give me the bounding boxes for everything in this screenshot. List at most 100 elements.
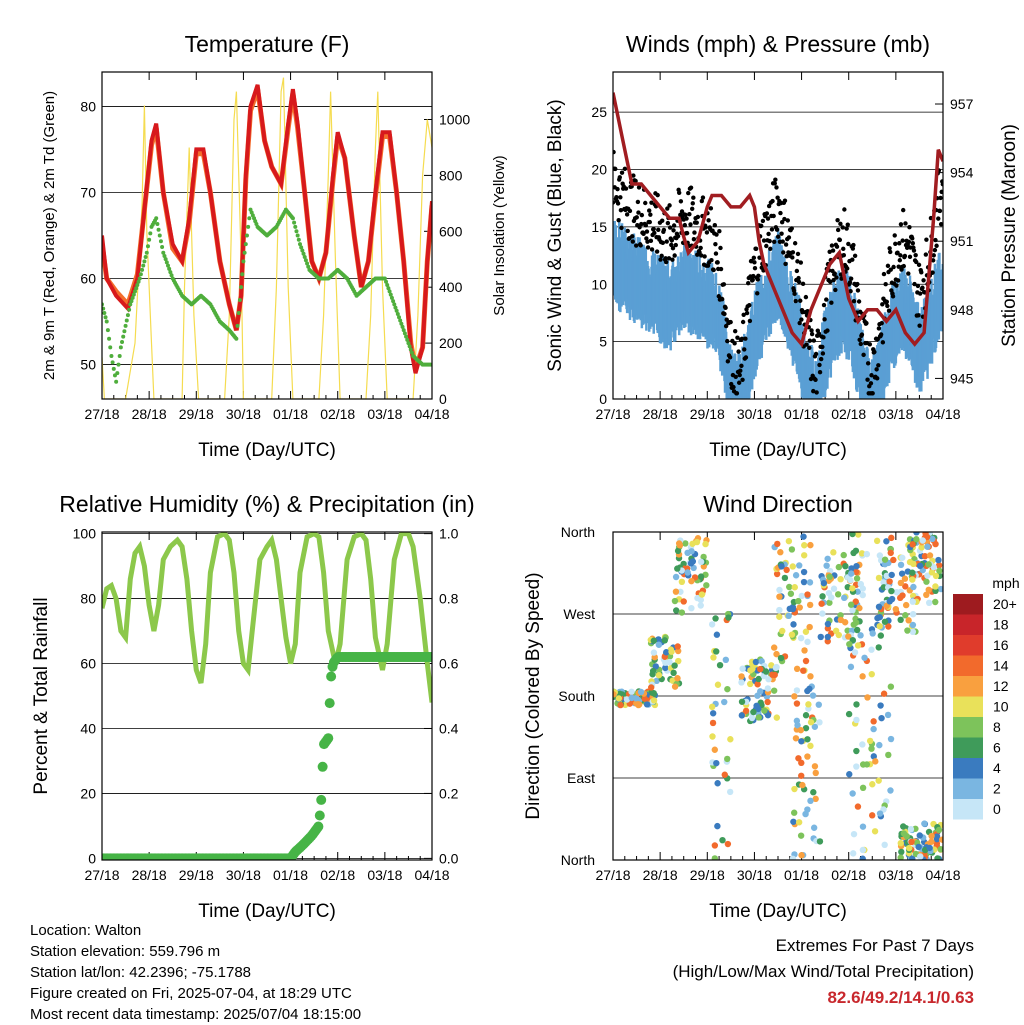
direction-point — [923, 533, 931, 541]
gust-point — [893, 241, 898, 246]
direction-point — [892, 605, 900, 613]
gust-point — [864, 320, 869, 326]
gust-point — [790, 250, 796, 255]
dewpoint-point — [395, 312, 400, 317]
gust-point — [779, 220, 785, 225]
gust-point — [752, 265, 758, 271]
gust-point — [912, 281, 917, 287]
x-tick-label: 27/18 — [84, 406, 119, 422]
direction-point — [799, 781, 806, 789]
gust-point — [850, 257, 855, 262]
direction-point — [722, 656, 730, 664]
gust-point — [676, 190, 682, 195]
gust-point — [743, 355, 749, 360]
legend-label: 16 — [993, 637, 1009, 653]
gust-point — [792, 241, 798, 246]
dewpoint-point — [145, 244, 150, 249]
y-tick-label: 100 — [73, 526, 97, 542]
dewpoint-point — [160, 244, 165, 249]
gust-point — [747, 302, 752, 308]
direction-point — [792, 572, 800, 579]
gust-point — [869, 373, 874, 378]
gust-point — [723, 305, 728, 311]
direction-point — [807, 673, 814, 680]
direction-point — [662, 659, 669, 666]
gust-point — [888, 249, 893, 255]
direction-point — [804, 638, 811, 646]
y2-tick-label: 200 — [439, 335, 463, 351]
direction-point — [893, 589, 900, 596]
direction-point — [925, 599, 933, 607]
direction-point — [898, 848, 905, 856]
dewpoint-point — [393, 305, 398, 310]
gust-point — [739, 363, 744, 369]
x-tick-label: 03/18 — [878, 867, 913, 883]
direction-point — [819, 593, 826, 600]
direction-point — [649, 667, 657, 675]
direction-point — [937, 585, 943, 593]
direction-point — [700, 553, 707, 561]
direction-point — [770, 687, 778, 694]
gust-point — [741, 312, 746, 317]
gust-point — [740, 377, 745, 383]
extremes-box: Extremes For Past 7 Days (High/Low/Max W… — [673, 933, 974, 1011]
gust-point — [782, 216, 787, 222]
gust-point — [618, 195, 623, 200]
direction-point — [868, 646, 875, 653]
y-tick-label: 20 — [80, 785, 96, 801]
dewpoint-point — [167, 266, 172, 271]
direction-point — [826, 599, 833, 606]
x-tick-label: 29/18 — [690, 867, 725, 883]
direction-point — [755, 705, 762, 713]
dewpoint-point — [105, 328, 110, 333]
dewpoint-point — [111, 366, 116, 371]
gust-point — [718, 245, 723, 251]
direction-point — [777, 654, 785, 662]
legend-swatch — [953, 655, 983, 676]
direction-point — [790, 621, 797, 628]
dewpoint-point — [127, 307, 132, 312]
direction-point — [796, 604, 803, 611]
gust-point — [916, 262, 922, 268]
direction-point — [901, 575, 909, 582]
dewpoint-point — [295, 233, 300, 238]
direction-point — [897, 616, 904, 624]
gust-point — [800, 281, 806, 287]
gust-point — [618, 208, 624, 213]
dewpoint-point — [166, 263, 170, 268]
direction-point — [788, 546, 796, 553]
gust-point — [934, 243, 939, 248]
gust-point — [630, 234, 635, 239]
direction-point — [641, 695, 648, 702]
gust-point — [795, 259, 800, 264]
direction-point — [738, 673, 745, 680]
direction-point — [628, 694, 635, 702]
direction-point — [794, 722, 801, 729]
gust-point — [708, 206, 714, 211]
y-tick-label: North — [561, 852, 595, 868]
direction-point — [697, 573, 705, 580]
direction-point — [795, 597, 802, 605]
direction-point — [909, 598, 917, 605]
direction-point — [883, 538, 890, 545]
dewpoint-point — [156, 227, 161, 232]
gust-point — [713, 241, 718, 247]
dewpoint-point — [130, 295, 135, 300]
direction-point — [859, 741, 866, 748]
direction-point — [726, 788, 734, 796]
direction-point — [781, 574, 789, 582]
gust-point — [902, 253, 908, 259]
direction-point — [848, 565, 855, 572]
gust-point — [661, 227, 667, 233]
direction-point — [851, 649, 859, 656]
direction-point — [802, 712, 810, 719]
dewpoint-point — [169, 273, 174, 278]
direction-point — [935, 556, 942, 564]
direction-point — [853, 716, 860, 724]
direction-point — [909, 610, 917, 618]
dewpoint-point — [135, 282, 140, 287]
direction-point — [739, 665, 746, 672]
dewpoint-point — [164, 260, 169, 265]
legend-label: 14 — [993, 658, 1009, 674]
dewpoint-point — [236, 310, 241, 315]
